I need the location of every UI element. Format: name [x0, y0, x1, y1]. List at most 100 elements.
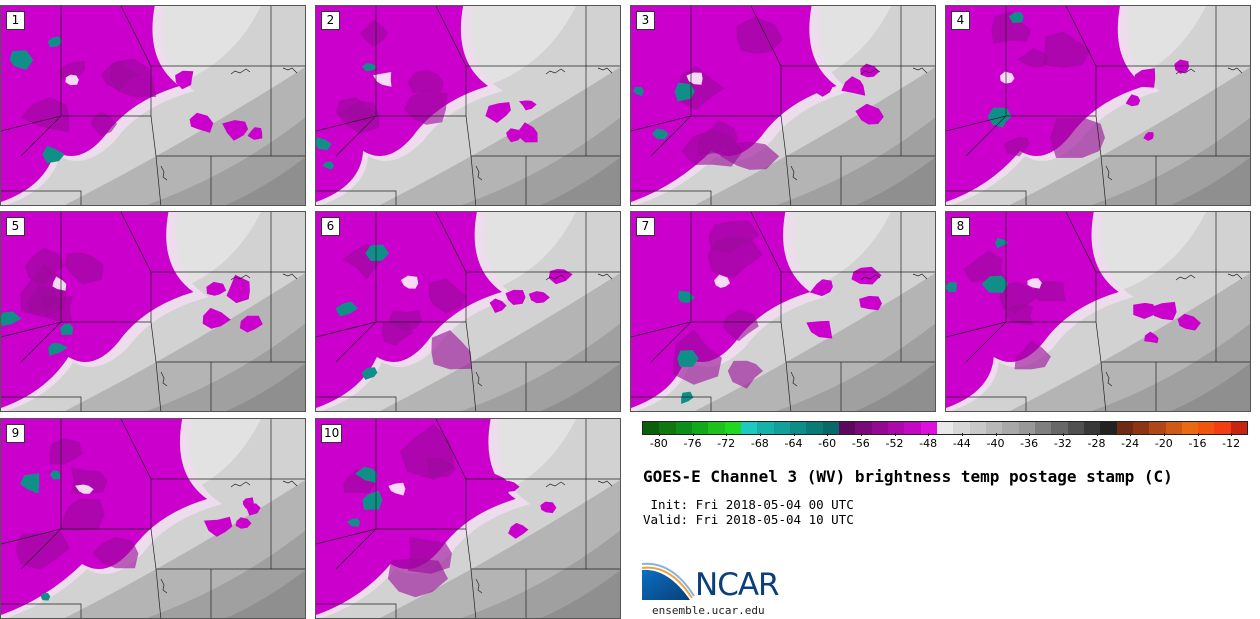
colorbar-tick-mark [658, 433, 660, 436]
colorbar-swatch [691, 422, 709, 434]
init-time: Init: Fri 2018-05-04 00 UTC [643, 497, 854, 512]
colorbar-tick-mark [793, 433, 795, 436]
colorbar-swatch [1198, 422, 1215, 434]
colorbar-swatch [773, 422, 790, 434]
panel-number-label: 2 [321, 11, 340, 30]
water-vapor-field [1, 212, 305, 411]
colorbar-tick-mark [995, 433, 997, 436]
colorbar-swatch [708, 422, 725, 434]
map-panel-2: 2 [315, 5, 621, 206]
water-vapor-field [946, 6, 1250, 205]
colorbar-tick-mark [692, 433, 694, 436]
colorbar-swatch [1214, 422, 1231, 434]
colorbar-tick-labels: -80 -76 -72 -68 -64 -60 -56 -52 -48 -44 -40 -36 -32 -… [642, 433, 1248, 455]
panel-number-label: 9 [6, 424, 25, 443]
water-vapor-field [1, 419, 305, 618]
colorbar-swatch [855, 422, 872, 434]
colorbar-tick-label: -40 [986, 437, 1005, 450]
panel-number-label: 5 [6, 217, 25, 236]
colorbar-tick-mark [928, 433, 930, 436]
colorbar-tick-label: -52 [885, 437, 904, 450]
colorbar-tick-mark [759, 433, 761, 436]
colorbar-swatch [838, 422, 856, 434]
map-panel-6: 6 [315, 211, 621, 412]
colorbar-tick-label: -60 [818, 437, 837, 450]
panel-number-label: 8 [951, 217, 970, 236]
water-vapor-field [631, 212, 935, 411]
colorbar-tick-mark [1163, 433, 1165, 436]
colorbar-swatch [871, 422, 888, 434]
colorbar-tick-label: -64 [784, 437, 803, 450]
figure-title: GOES-E Channel 3 (WV) brightness temp po… [643, 467, 1173, 486]
colorbar-tick-mark [827, 433, 829, 436]
colorbar-swatch [1116, 422, 1133, 434]
website-url: ensemble.ucar.edu [652, 604, 765, 617]
colorbar-swatch [1181, 422, 1199, 434]
colorbar-swatch [936, 422, 954, 434]
colorbar-tick-label: -68 [750, 437, 769, 450]
colorbar-swatch [659, 422, 676, 434]
ncar-logo-text: NCAR [695, 567, 780, 603]
water-vapor-field [1, 6, 305, 205]
map-panel-10: 10 [315, 418, 621, 619]
colorbar-swatch [1165, 422, 1182, 434]
colorbar-tick-mark [1096, 433, 1098, 436]
map-panel-9: 9 [0, 418, 306, 619]
water-vapor-field [631, 6, 935, 205]
colorbar-tick-label: -28 [1087, 437, 1106, 450]
colorbar-tick-label: -20 [1154, 437, 1173, 450]
colorbar-swatch [724, 422, 741, 434]
colorbar-swatch [1018, 422, 1035, 434]
colorbar-tick-mark [894, 433, 896, 436]
colorbar-swatch [1149, 422, 1166, 434]
panel-number-label: 1 [6, 11, 25, 30]
colorbar-tick-label: -36 [1020, 437, 1039, 450]
colorbar-swatch [789, 422, 807, 434]
map-panel-4: 4 [945, 5, 1251, 206]
colorbar-tick-mark [961, 433, 963, 436]
colorbar-tick-mark [1029, 433, 1031, 436]
water-vapor-field [316, 6, 620, 205]
colorbar-tick-mark [1197, 433, 1199, 436]
colorbar-tick-label: -12 [1222, 437, 1241, 450]
colorbar-swatch [969, 422, 986, 434]
panel-number-label: 4 [951, 11, 970, 30]
colorbar-swatch [757, 422, 774, 434]
map-panel-3: 3 [630, 5, 936, 206]
map-panel-7: 7 [630, 211, 936, 412]
colorbar-tick-mark [860, 433, 862, 436]
colorbar-swatch [1132, 422, 1150, 434]
map-panel-1: 1 [0, 5, 306, 206]
colorbar-swatch [1002, 422, 1019, 434]
panel-number-label: 7 [636, 217, 655, 236]
colorbar-swatch [1100, 422, 1117, 434]
colorbar-tick-label: -24 [1121, 437, 1140, 450]
colorbar-swatch [953, 422, 970, 434]
map-panel-5: 5 [0, 211, 306, 412]
colorbar-tick-mark [1130, 433, 1132, 436]
colorbar-swatch [643, 422, 660, 434]
colorbar-swatch [1034, 422, 1052, 434]
colorbar-swatch [675, 422, 692, 434]
water-vapor-field [316, 419, 620, 618]
colorbar-swatch [1083, 422, 1101, 434]
colorbar-swatch [985, 422, 1003, 434]
colorbar-swatch [920, 422, 937, 434]
valid-time: Valid: Fri 2018-05-04 10 UTC [643, 512, 854, 527]
colorbar-swatch [740, 422, 758, 434]
colorbar-tick-label: -72 [717, 437, 736, 450]
colorbar-swatch [1051, 422, 1068, 434]
colorbar-tick-label: -16 [1188, 437, 1207, 450]
colorbar-tick-mark [726, 433, 728, 436]
colorbar-swatch [822, 422, 839, 434]
panel-number-label: 10 [321, 424, 343, 443]
map-panel-8: 8 [945, 211, 1251, 412]
colorbar-tick-label: -56 [851, 437, 870, 450]
colorbar-tick-label: -80 [649, 437, 668, 450]
colorbar-tick-label: -48 [919, 437, 938, 450]
colorbar-swatch [887, 422, 905, 434]
colorbar-tick-mark [1062, 433, 1064, 436]
colorbar-swatch [806, 422, 823, 434]
colorbar [642, 421, 1248, 435]
colorbar-swatch [904, 422, 921, 434]
